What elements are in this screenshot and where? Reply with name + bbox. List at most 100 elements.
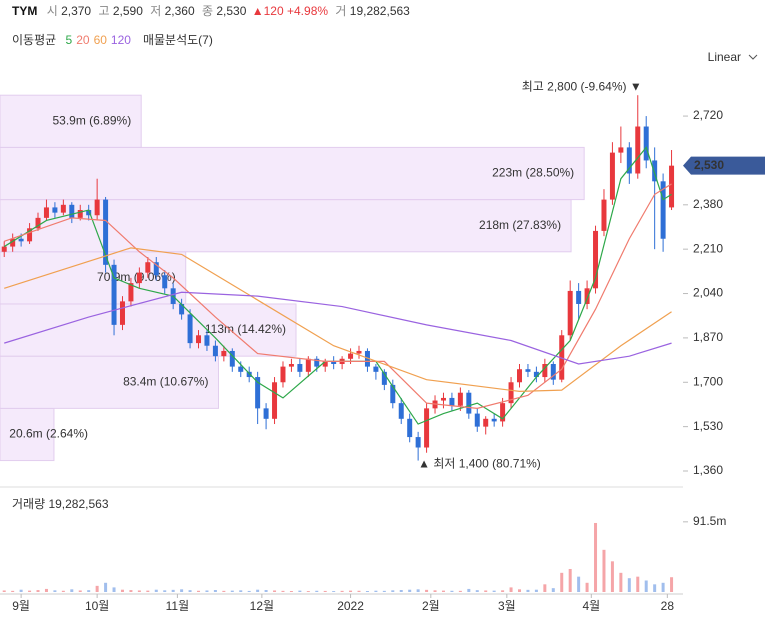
volume-bar: [87, 590, 91, 592]
volume-bar: [171, 589, 175, 592]
candle-body: [145, 262, 151, 273]
candle-body: [407, 418, 413, 438]
candle-body: [424, 408, 430, 448]
volume-bar: [450, 590, 454, 592]
change-pct: +4.98%: [287, 4, 328, 18]
volume-bar: [458, 590, 462, 592]
volume-bar: [644, 580, 648, 592]
volume-bar: [205, 590, 209, 592]
volume-bar: [306, 591, 310, 592]
volume-bar: [670, 577, 674, 592]
candle-body: [119, 301, 125, 325]
ma-line: [3, 146, 672, 425]
candle-body: [609, 152, 615, 200]
candle-body: [94, 199, 100, 216]
x-tick-label: 2월: [422, 599, 440, 613]
legend-entry: 20: [76, 33, 90, 47]
candle-body: [559, 335, 565, 380]
candle-body: [10, 238, 16, 247]
x-tick-label: 10월: [85, 599, 109, 613]
volume-bar: [636, 576, 640, 592]
volume-bar: [315, 590, 319, 592]
y-tick-label: 1,700: [693, 374, 723, 388]
ma-line: [4, 183, 672, 409]
candle-body: [525, 369, 531, 372]
candle-body: [660, 181, 666, 239]
volume-bar: [154, 589, 158, 592]
candle-body: [43, 207, 49, 218]
volume-bar: [340, 590, 344, 592]
volume-bar: [534, 589, 538, 592]
volume-bar: [298, 590, 302, 592]
y-tick-label: 2,720: [693, 108, 723, 122]
volume-bar: [2, 590, 6, 592]
volume-bar: [180, 589, 184, 592]
price-tag-label: 2,530: [694, 158, 724, 172]
volume-bar: [213, 590, 217, 592]
ma-line: [4, 247, 672, 393]
candle-body: [1, 246, 7, 252]
candle-body: [280, 366, 286, 383]
candle-body: [533, 371, 539, 378]
candle-body: [314, 358, 320, 367]
candle-body: [288, 364, 294, 367]
profile-label: 218m (27.83%): [479, 218, 561, 232]
volume-bar: [374, 590, 378, 592]
profile-bar: [0, 94, 142, 148]
candle-body: [618, 147, 624, 153]
candle-body: [69, 204, 75, 218]
candle-body: [635, 126, 641, 174]
volume-bar: [163, 590, 167, 592]
scale-button[interactable]: Linear: [708, 50, 741, 64]
profile-label: 53.9m (6.89%): [52, 113, 131, 127]
volume-bar: [602, 549, 606, 592]
volume-bar: [36, 590, 40, 592]
volume-bar: [382, 590, 386, 592]
candle-body: [221, 350, 227, 357]
dropdown-icon[interactable]: [748, 54, 758, 60]
volume-bar: [70, 589, 74, 592]
volume-bar: [239, 590, 243, 592]
volume-bar: [281, 590, 285, 592]
volume-bar: [518, 589, 522, 592]
candle-body: [86, 210, 92, 216]
header: TYM 시 2,370 고 2,590 저 2,360 종 2,530 ▲120…: [12, 4, 410, 18]
candle-body: [204, 335, 210, 346]
volume-bar: [264, 590, 268, 592]
candle-body: [246, 371, 252, 378]
value: 2,370: [61, 4, 91, 18]
candle-body: [297, 364, 303, 372]
volume-bar: [247, 590, 251, 592]
candle-body: [550, 364, 556, 380]
candle-body: [626, 147, 632, 174]
volume-bar: [399, 590, 403, 592]
volume-bar: [619, 572, 623, 592]
y-tick-label: 91.5m: [693, 514, 726, 528]
profile-label: 20.6m (2.64%): [9, 427, 88, 441]
x-tick-label: 3월: [498, 599, 516, 613]
volume-bar: [408, 589, 412, 592]
candle-body: [153, 262, 159, 276]
candle-body: [35, 217, 41, 229]
legend-entry: 60: [94, 33, 108, 47]
candle-body: [474, 413, 480, 427]
candle-body: [415, 437, 421, 448]
volume-bar: [357, 590, 361, 592]
profile-label: 223m (28.50%): [492, 166, 574, 180]
volume-bar: [104, 582, 108, 592]
volume-bar: [416, 589, 420, 592]
label: 저: [150, 4, 161, 18]
legend-entry: 5: [66, 33, 73, 47]
candle-body: [356, 350, 362, 354]
y-tick-label: 2,040: [693, 286, 723, 300]
volume-bar: [120, 589, 124, 592]
x-tick-label: 9월: [12, 599, 30, 613]
volume-bar: [273, 590, 277, 592]
candle-body: [449, 397, 455, 406]
volume-bar: [551, 588, 555, 592]
candle-body: [381, 371, 387, 385]
candle-body: [483, 418, 489, 427]
candle-body: [128, 283, 134, 302]
volume-bar: [61, 590, 65, 592]
